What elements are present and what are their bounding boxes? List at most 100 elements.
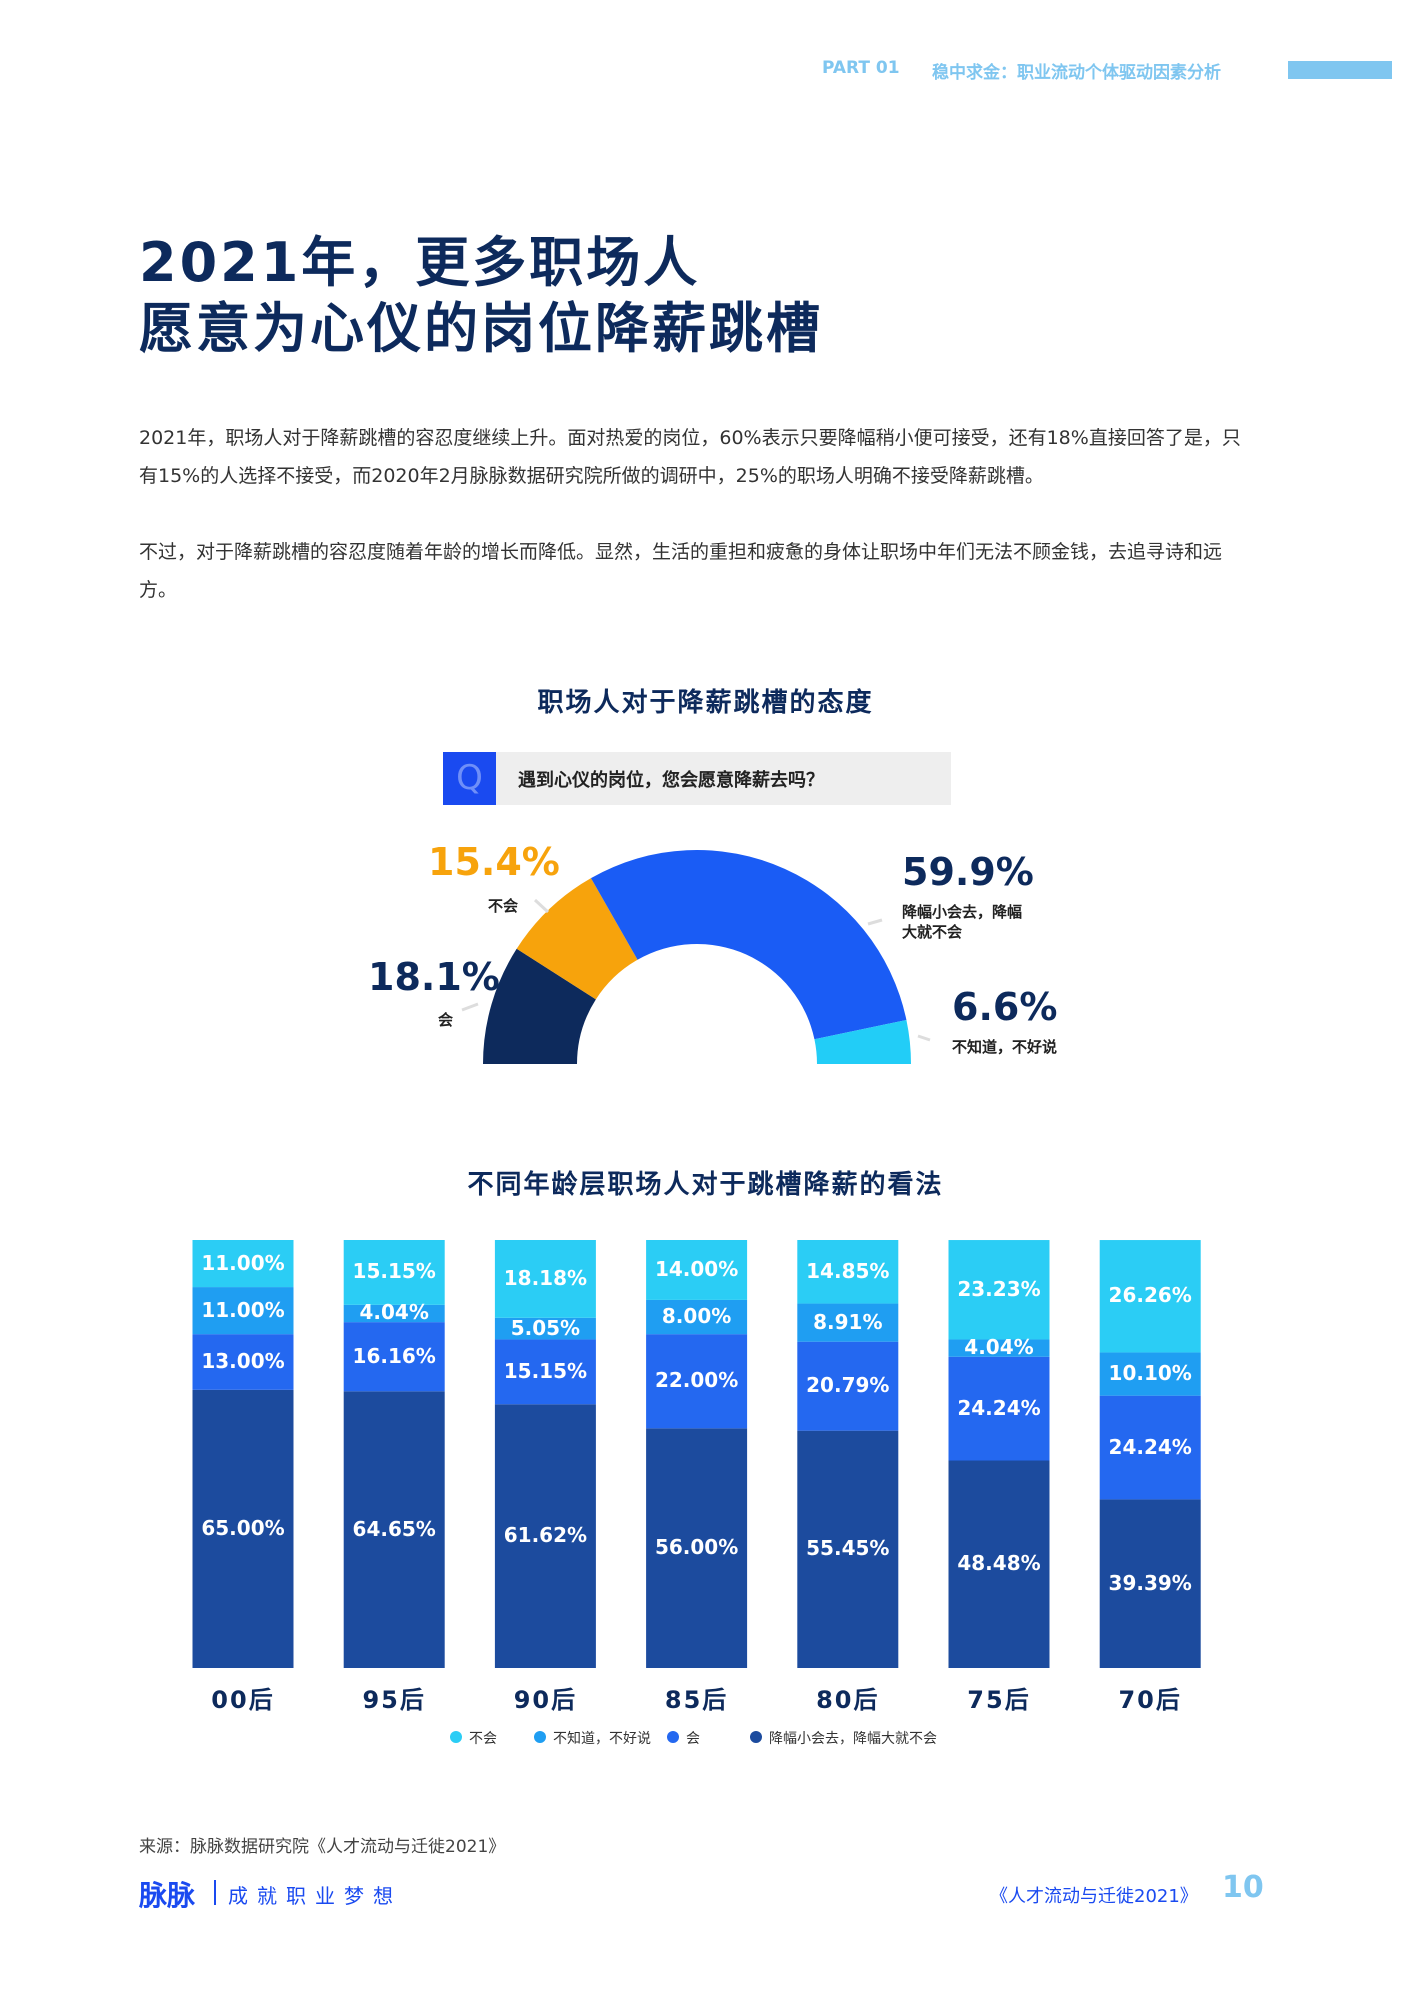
x-tick-label: 75后 <box>967 1686 1031 1714</box>
bar-segment <box>948 1240 1050 1340</box>
bar-segment <box>797 1430 899 1668</box>
question-icon-box <box>443 752 496 805</box>
data-label: 18.1% <box>368 955 500 999</box>
bar-segment <box>343 1304 445 1323</box>
source: 来源：脉脉数据研究院《人才流动与迁徙2021》 <box>139 1837 506 1857</box>
bar-segment <box>1099 1499 1201 1668</box>
x-tick-label: 95后 <box>362 1686 426 1714</box>
segment-name: 会 <box>438 1011 454 1029</box>
data-label: 11.00% <box>201 1297 285 1322</box>
bar-segment <box>192 1389 294 1668</box>
bar-segment <box>646 1240 748 1300</box>
x-tick-label: 70后 <box>1118 1686 1182 1714</box>
bar-segment <box>494 1404 596 1668</box>
bar-segment <box>1099 1395 1201 1500</box>
donut-segment <box>516 878 638 1000</box>
legend-label: 不知道，不好说 <box>553 1731 651 1747</box>
legend-label: 降幅小会去，降幅大就不会 <box>769 1731 937 1747</box>
bar-segment <box>1099 1240 1201 1353</box>
data-label: 15.4% <box>428 840 560 884</box>
bar-segment <box>494 1339 596 1405</box>
bar-segment <box>797 1341 899 1431</box>
bar-segment <box>343 1240 445 1305</box>
segment-name: 不会 <box>488 897 519 915</box>
slogan: 成就职业梦想 <box>228 1884 402 1908</box>
data-label: 64.65% <box>352 1516 436 1541</box>
legend-marker <box>750 1731 762 1743</box>
leader-line <box>533 898 550 914</box>
data-label: 16.16% <box>352 1343 436 1368</box>
paragraph: 不过，对于降薪跳槽的容忍度随着年龄的增长而降低。显然，生活的重担和疲惫的身体让职… <box>139 541 1223 601</box>
chart-title: 职场人对于降薪跳槽的态度 <box>537 688 874 718</box>
data-label: 14.85% <box>806 1258 890 1283</box>
x-tick-label: 80后 <box>816 1686 880 1714</box>
data-label: 15.15% <box>352 1259 436 1284</box>
title-line: 2021年，更多职场人 <box>139 231 701 294</box>
x-tick-label: 85后 <box>664 1686 729 1714</box>
bar-segment <box>192 1240 294 1288</box>
leader-line <box>917 1034 931 1042</box>
leader-line <box>867 918 883 926</box>
data-label: 8.00% <box>661 1304 732 1329</box>
bar-segment <box>494 1317 596 1340</box>
question: 遇到心仪的岗位，您会愿意降薪去吗？ <box>518 770 824 791</box>
bar-segment <box>948 1460 1050 1668</box>
bar-segment <box>797 1240 899 1304</box>
bar-segment <box>646 1334 748 1429</box>
bar-segment <box>646 1299 748 1335</box>
data-label: 22.00% <box>654 1368 739 1393</box>
bar-segment <box>494 1240 596 1318</box>
segment-name: 不知道，不好说 <box>952 1038 1058 1056</box>
paragraph: 2021年，职场人对于降薪跳槽的容忍度继续上升。面对热爱的岗位，60%表示只要降… <box>139 427 1241 487</box>
legend-label: 会 <box>686 1731 700 1747</box>
bar-segment <box>343 1391 445 1668</box>
data-label: 56.00% <box>654 1535 739 1560</box>
header-part: PART 01 <box>822 58 900 78</box>
page-number: 10 <box>1222 1870 1264 1905</box>
data-label: 55.45% <box>806 1536 890 1561</box>
segment-name: 降幅小会去，降幅大就不会 <box>902 903 1023 941</box>
data-label: 18.18% <box>503 1265 588 1290</box>
bar-segment <box>646 1428 748 1668</box>
data-label: 24.24% <box>1108 1434 1192 1459</box>
donut-segment <box>483 948 596 1064</box>
legend-marker <box>534 1731 546 1743</box>
leader-line <box>461 1002 479 1012</box>
data-label: 6.6% <box>952 985 1058 1029</box>
data-label: 5.05% <box>510 1315 581 1340</box>
data-label: 23.23% <box>957 1276 1041 1301</box>
data-label: 4.04% <box>964 1335 1034 1360</box>
legend-marker <box>450 1731 462 1743</box>
data-label: 15.15% <box>503 1358 588 1383</box>
bar-segment <box>192 1334 294 1390</box>
data-label: 4.04% <box>359 1300 429 1325</box>
data-label: 59.9% <box>902 850 1034 894</box>
data-label: 20.79% <box>806 1373 890 1398</box>
data-label: 24.24% <box>957 1395 1041 1420</box>
data-label: 8.91% <box>813 1309 883 1334</box>
chart-title: 不同年龄层职场人对于跳槽降薪的看法 <box>467 1170 944 1200</box>
header-section: 稳中求金：职业流动个体驱动因素分析 <box>932 63 1221 83</box>
brand: 脉脉 <box>139 1879 196 1912</box>
data-label: 14.00% <box>654 1256 739 1281</box>
data-label: 11.00% <box>201 1250 285 1275</box>
report-name: 《人才流动与迁徙2021》 <box>990 1886 1198 1907</box>
data-label: 48.48% <box>957 1551 1041 1576</box>
bar-segment <box>192 1287 294 1335</box>
question-box <box>443 752 951 805</box>
data-label: 61.62% <box>503 1523 588 1548</box>
data-label: 65.00% <box>201 1515 285 1540</box>
legend-label: 不会 <box>469 1731 497 1747</box>
data-label: 26.26% <box>1108 1283 1192 1308</box>
legend-marker <box>667 1731 679 1743</box>
data-label: 39.39% <box>1108 1570 1192 1595</box>
bar-segment <box>797 1303 899 1342</box>
bar-segment <box>948 1356 1050 1461</box>
donut-segment <box>814 1019 911 1064</box>
donut-segment <box>590 850 907 1040</box>
x-tick-label: 90后 <box>513 1686 578 1714</box>
title-line: 愿意为心仪的岗位降薪跳槽 <box>139 297 823 360</box>
bar-segment <box>948 1339 1050 1357</box>
